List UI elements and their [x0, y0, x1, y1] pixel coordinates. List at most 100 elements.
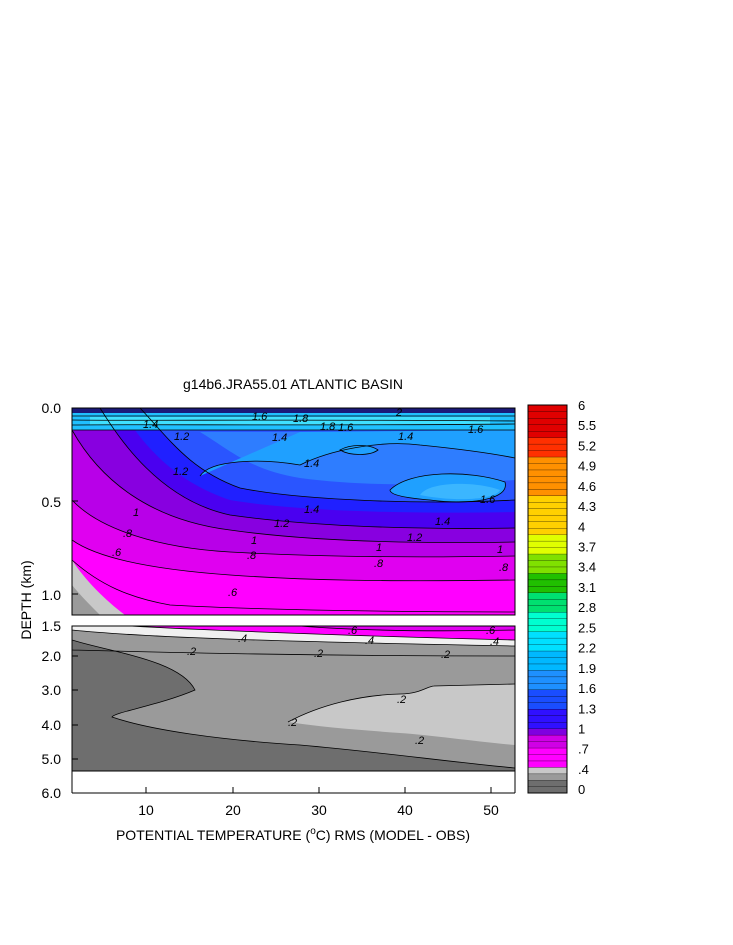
contour-label: 1.2: [173, 466, 188, 478]
contour-label: 1.6: [468, 424, 484, 436]
colorbar-swatch: [527, 585, 568, 593]
contour-label: 1.8: [293, 413, 309, 425]
upper-contour-lines: [72, 408, 515, 613]
colorbar-swatch: [527, 702, 568, 710]
colorbar-swatch: [527, 741, 568, 749]
y-tick-label: 3.0: [42, 682, 62, 698]
colorbar-swatch: [527, 404, 568, 412]
colorbar-swatch: [527, 708, 568, 716]
contour-label: 1.6: [252, 411, 268, 423]
contour-label: .4: [365, 635, 374, 647]
colorbar-swatch: [527, 495, 568, 503]
lower-white-bottom: [72, 771, 515, 793]
chart-title: g14b6.JRA55.01 ATLANTIC BASIN: [183, 376, 403, 392]
colorbar-swatch: [527, 734, 568, 742]
colorbar-swatch: [527, 682, 568, 690]
colorbar-swatch: [527, 566, 568, 574]
colorbar-tick-label: .4: [578, 762, 589, 777]
upper-band-lightblue-1: [200, 430, 515, 476]
y-tick-label: 2.0: [42, 648, 62, 664]
colorbar-swatch: [527, 521, 568, 529]
y-tick-label: 1.0: [42, 587, 62, 603]
contour-label: 1.2: [174, 431, 189, 443]
colorbar-swatch: [527, 721, 568, 729]
colorbar-tick-label: 4: [578, 519, 585, 534]
colorbar-tick-label: 4.9: [578, 459, 596, 474]
colorbar-swatch: [527, 695, 568, 703]
y-tick-label: 6.0: [42, 785, 62, 801]
colorbar-tick-label: 3.4: [578, 560, 596, 575]
contour-label: .2: [415, 735, 424, 747]
contour-label: .4: [490, 636, 499, 648]
colorbar-swatch: [527, 766, 568, 775]
upper-band-lightblue-3: [420, 483, 500, 500]
contour-label: 1.4: [304, 458, 319, 470]
colorbar-swatch: [527, 669, 568, 678]
contour-label: .2: [288, 717, 297, 729]
colorbar-tick-label: 3.1: [578, 580, 596, 595]
colorbar-swatch: [527, 527, 568, 535]
colorbar-swatch: [527, 482, 568, 490]
contour-label: .2: [314, 648, 323, 660]
colorbar-swatch: [527, 572, 568, 581]
colorbar-swatch: [527, 618, 568, 626]
colorbar-swatch: [527, 417, 568, 425]
contour-label: 1.8: [320, 421, 336, 433]
upper-contour-labels: 1.4 1.6 1.8 1.6 2 1.8 1.6 1.4 1.2 1.4 1.…: [112, 407, 509, 599]
colorbar-tick-label: 5.2: [578, 438, 596, 453]
contour-label: 1: [376, 542, 382, 554]
colorbar-tick-label: 0: [578, 782, 585, 797]
colorbar-swatch: [527, 456, 568, 464]
x-tick-label: 20: [225, 802, 241, 818]
contour-label: .8: [247, 550, 257, 562]
contour-label: .2: [441, 649, 450, 661]
colorbar-swatches: [527, 404, 568, 794]
colorbar-swatch: [527, 637, 568, 645]
colorbar-tick-label: 1.6: [578, 681, 596, 696]
colorbar-tick-label: 2.5: [578, 620, 596, 635]
y-tick-label: 5.0: [42, 751, 62, 767]
colorbar-swatch: [527, 430, 568, 438]
lower-panel: [72, 626, 515, 771]
colorbar-tick-label: 4.3: [578, 499, 596, 514]
colorbar-swatch: [527, 553, 568, 561]
colorbar-swatch: [527, 508, 568, 516]
colorbar-tick-label: 2.8: [578, 600, 596, 615]
colorbar-tick-label: .7: [578, 742, 589, 757]
colorbar-swatch: [527, 773, 568, 781]
colorbar-swatch: [527, 579, 568, 587]
colorbar-swatch: [527, 605, 568, 613]
contour-label: .6: [348, 625, 358, 637]
colorbar-swatch: [527, 644, 568, 652]
colorbar-swatch: [527, 469, 568, 477]
colorbar-tick-label: 1: [578, 722, 585, 737]
colorbar-swatch: [527, 631, 568, 639]
contour-label: .6: [112, 547, 122, 559]
x-tick-label: 30: [311, 802, 327, 818]
colorbar-tick-label: 1.9: [578, 661, 596, 676]
contour-label: .8: [499, 562, 509, 574]
contour-label: 2: [395, 407, 402, 419]
colorbar-swatch: [527, 592, 568, 600]
contour-label: .2: [187, 646, 196, 658]
colorbar-swatch: [527, 650, 568, 658]
x-axis: 10 20 30 40 50 POTENTIAL TEMPERATURE (oC…: [116, 787, 499, 843]
contour-label: 1: [251, 535, 257, 547]
colorbar-swatch: [527, 611, 568, 619]
y-ticks-upper: 0.0 0.5 1.0: [42, 400, 78, 603]
colorbar-tick-label: 2.2: [578, 641, 596, 656]
colorbar-swatch: [527, 443, 568, 451]
colorbar-swatch: [527, 624, 568, 632]
lower-contour-labels: .6 .4 .6 .4 .4 .2 .2 .2 .2 .2 .2: [187, 625, 499, 747]
colorbar-swatch: [527, 514, 568, 522]
upper-panel-frame: [71, 407, 516, 616]
y-tick-label: 0.0: [42, 400, 62, 416]
colorbar-swatch: [527, 540, 568, 548]
colorbar-swatch: [527, 488, 568, 496]
contour-label: 1.4: [398, 431, 413, 443]
contour-label: .8: [374, 558, 384, 570]
y-tick-label: 1.5: [42, 618, 62, 634]
contour-label: 1.6: [338, 422, 354, 434]
contour-label: 1.4: [435, 516, 450, 528]
colorbar-swatch: [527, 411, 568, 419]
